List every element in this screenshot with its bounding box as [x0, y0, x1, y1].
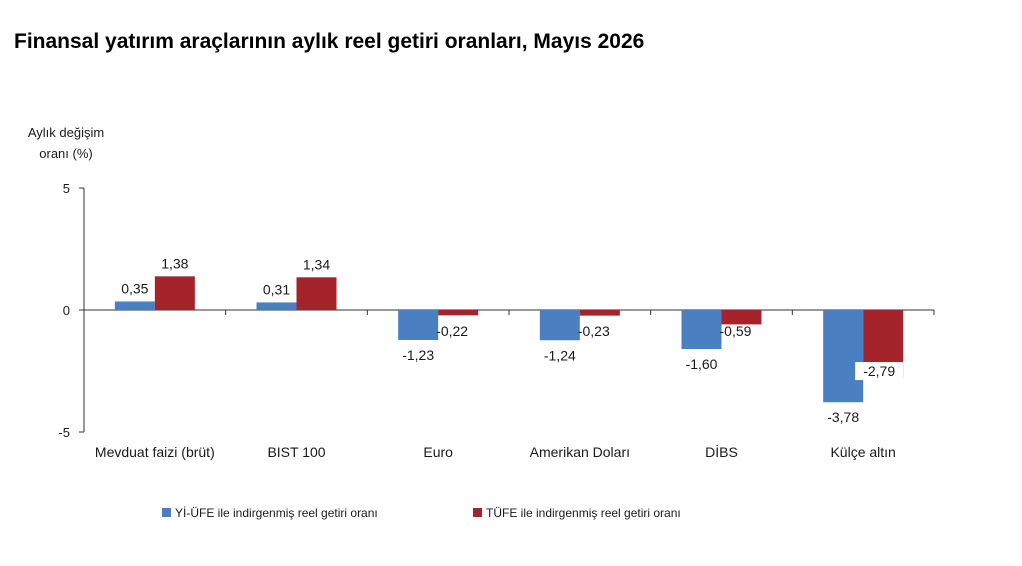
- y-tick-label: 5: [63, 181, 70, 196]
- data-label: -0,22: [436, 323, 468, 339]
- data-label: -1,23: [402, 347, 434, 363]
- chart-title: Finansal yatırım araçlarının aylık reel …: [14, 30, 645, 53]
- legend-label-2: TÜFE ile indirgenmiş reel getiri oranı: [486, 506, 681, 520]
- bar-series-1: [398, 310, 439, 341]
- bar-series-1: [114, 301, 155, 310]
- category-label: Euro: [423, 444, 453, 460]
- legend: Yİ-ÜFE ile indirgenmiş reel getiri oranı…: [162, 506, 681, 520]
- bar-series-1: [256, 302, 297, 310]
- category-label: DİBS: [705, 443, 738, 460]
- bar-series-1: [539, 310, 580, 341]
- bar-series-1: [823, 310, 864, 403]
- data-label: 1,34: [303, 256, 330, 272]
- bars: [114, 276, 904, 403]
- legend-label-1: Yİ-ÜFE ile indirgenmiş reel getiri oranı: [175, 506, 378, 520]
- bar-series-2: [721, 310, 762, 325]
- data-label: 1,38: [161, 255, 188, 271]
- data-label: -2,79: [863, 363, 895, 379]
- data-label: -0,23: [578, 323, 610, 339]
- axes: 5 0 -5: [58, 181, 935, 440]
- bar-series-2: [296, 277, 337, 310]
- bar-series-2: [438, 310, 479, 316]
- bar-series-2: [154, 276, 195, 310]
- y-tick-label: -5: [58, 425, 70, 440]
- bar-series-2: [579, 310, 620, 316]
- y-tick-label: 0: [63, 303, 70, 318]
- category-label: BIST 100: [267, 444, 325, 460]
- legend-swatch-2: [473, 508, 482, 517]
- data-labels: 0,35 1,38 0,31 1,34 -1,23-0,22 -1,24-0,23 -1,6…: [121, 255, 904, 425]
- data-label: -0,59: [720, 323, 752, 339]
- data-label: 0,35: [121, 280, 148, 296]
- bar-series-1: [681, 310, 722, 350]
- category-labels: Mevduat faizi (brüt) BIST 100 Euro Amerikan…: [95, 443, 896, 460]
- y-axis-label: Aylık değişim oranı (%): [28, 125, 104, 161]
- y-axis-label-line-2: oranı (%): [39, 146, 92, 161]
- legend-swatch-1: [162, 508, 171, 517]
- data-label: -1,60: [686, 356, 718, 372]
- data-label: 0,31: [263, 281, 290, 297]
- data-label: -3,78: [827, 409, 859, 425]
- category-label: Külçe altın: [830, 444, 895, 460]
- y-axis-label-line-1: Aylık değişim: [28, 125, 104, 140]
- data-label-background: [855, 362, 904, 381]
- data-label: -1,24: [544, 347, 576, 363]
- category-label: Amerikan Doları: [530, 444, 630, 460]
- category-label: Mevduat faizi (brüt): [95, 444, 215, 460]
